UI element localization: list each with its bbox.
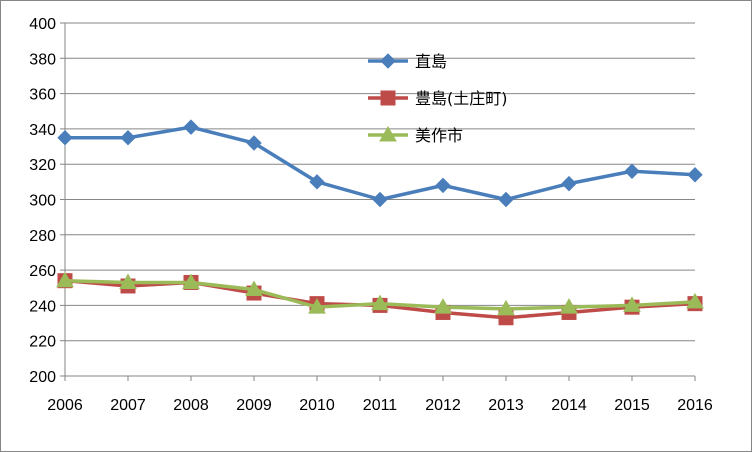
- data-point-diamond: [498, 191, 514, 208]
- data-point-diamond: [57, 130, 73, 146]
- data-point-square: [380, 90, 396, 106]
- axes: [60, 22, 696, 381]
- x-tick-label: 2007: [110, 397, 146, 414]
- data-point-triangle: [182, 273, 200, 289]
- data-point-triangle: [371, 294, 389, 311]
- legend-label: 豊島(土庄町): [415, 89, 508, 108]
- data-point-diamond: [687, 167, 703, 183]
- gridlines: [65, 22, 695, 342]
- data-point-diamond: [309, 174, 325, 190]
- data-point-diamond: [183, 119, 199, 135]
- y-tick-label: 260: [29, 263, 56, 280]
- data-point-triangle: [434, 298, 452, 314]
- x-tick-label: 2015: [614, 397, 650, 414]
- y-tick-label: 340: [29, 122, 56, 139]
- x-tick-label: 2008: [173, 397, 209, 414]
- data-point-triangle: [379, 125, 397, 142]
- x-tick-label: 2010: [299, 397, 335, 414]
- x-tick-label: 2014: [551, 397, 587, 414]
- series-line: [65, 125, 696, 202]
- legend-entry: 豊島(土庄町): [368, 89, 508, 108]
- legend-entry: 直島: [368, 52, 447, 71]
- y-tick-label: 320: [29, 157, 56, 174]
- data-point-triangle: [560, 298, 578, 314]
- data-point-triangle: [119, 273, 137, 289]
- x-tick-label: 2011: [363, 397, 398, 414]
- y-tick-label: 200: [29, 369, 56, 386]
- data-point-diamond: [435, 177, 451, 194]
- data-point-triangle: [497, 299, 515, 316]
- y-tick-label: 300: [29, 193, 56, 210]
- data-point-triangle: [56, 271, 74, 288]
- data-point-diamond: [246, 135, 262, 151]
- y-tick-label: 380: [29, 51, 56, 68]
- legend-entry: 美作市: [368, 125, 463, 145]
- x-tick-label: 2016: [677, 397, 713, 414]
- data-point-triangle: [308, 298, 326, 314]
- x-tick-label: 2009: [236, 397, 272, 414]
- x-tick-label: 2006: [47, 397, 83, 414]
- y-tick-label: 220: [29, 334, 56, 351]
- y-tick-label: 280: [29, 228, 56, 245]
- series-triangle: [56, 271, 704, 316]
- data-point-diamond: [624, 163, 640, 179]
- y-tick-label: 360: [29, 87, 56, 104]
- legend-label: 直島: [415, 52, 447, 71]
- data-point-triangle: [623, 296, 641, 312]
- data-point-diamond: [372, 191, 388, 208]
- series-layer: [56, 119, 704, 326]
- data-point-triangle: [245, 280, 263, 297]
- y-axis-ticks: 200 220 240 260 280 300 320 340 360 380 400: [29, 16, 56, 386]
- legend-label: 美作市: [415, 126, 463, 145]
- data-point-diamond: [561, 175, 577, 192]
- series-diamond: [57, 119, 703, 208]
- data-point-diamond: [120, 130, 136, 146]
- y-tick-label: 240: [29, 298, 56, 315]
- x-tick-label: 2013: [488, 397, 524, 414]
- y-tick-label: 400: [29, 16, 56, 33]
- data-point-diamond: [380, 53, 396, 69]
- x-axis-ticks: 2006 2007 2008 2009 2010 2011 2012 2013 2014 2015…: [47, 397, 713, 414]
- data-point-triangle: [686, 292, 704, 309]
- x-tick-label: 2012: [425, 397, 461, 414]
